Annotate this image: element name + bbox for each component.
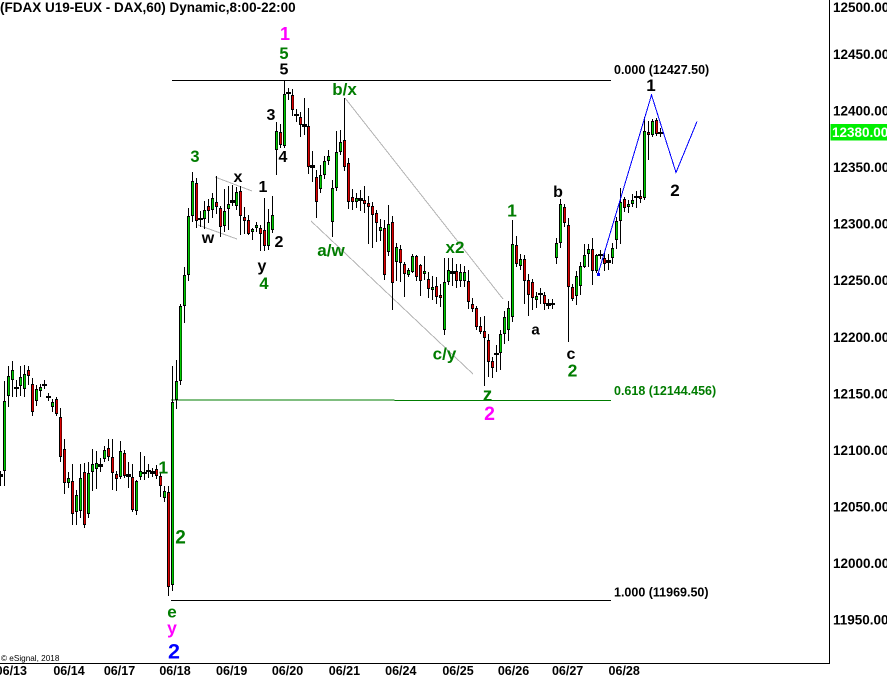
svg-text:1: 1 [259, 179, 268, 196]
svg-text:x2: x2 [446, 238, 465, 257]
svg-text:© eSignal, 2018: © eSignal, 2018 [1, 654, 60, 663]
svg-text:06/17: 06/17 [104, 664, 135, 678]
svg-text:b/x: b/x [332, 80, 357, 99]
svg-text:06/18: 06/18 [159, 664, 190, 678]
svg-text:06/21: 06/21 [329, 664, 360, 678]
svg-text:2: 2 [275, 234, 284, 251]
svg-text:12400.00: 12400.00 [833, 104, 887, 119]
svg-text:c: c [567, 346, 576, 363]
svg-text:3: 3 [267, 107, 276, 124]
svg-text:5: 5 [279, 45, 288, 63]
svg-text:06/20: 06/20 [272, 664, 303, 678]
svg-text:06/26: 06/26 [498, 664, 529, 678]
svg-text:0.618 (12144.456): 0.618 (12144.456) [614, 384, 716, 398]
svg-text:1: 1 [158, 458, 168, 478]
svg-text:12100.00: 12100.00 [833, 443, 887, 458]
svg-text:y: y [167, 618, 177, 638]
svg-text:1.000 (11969.50): 1.000 (11969.50) [614, 586, 709, 600]
svg-text:b: b [553, 184, 563, 201]
svg-text:2: 2 [670, 181, 679, 200]
svg-text:5: 5 [280, 62, 289, 79]
svg-text:12150.00: 12150.00 [833, 387, 887, 402]
svg-text:y: y [258, 258, 267, 275]
svg-text:2: 2 [175, 528, 186, 549]
svg-text:12380.00: 12380.00 [832, 125, 887, 140]
svg-text:(FDAX U19-EUX - DAX,60) Dynami: (FDAX U19-EUX - DAX,60) Dynamic,8:00-22:… [0, 0, 296, 15]
svg-text:12450.00: 12450.00 [833, 47, 887, 62]
svg-text:11950.00: 11950.00 [833, 613, 887, 628]
svg-text:1: 1 [507, 201, 517, 221]
svg-text:12300.00: 12300.00 [833, 217, 887, 232]
svg-text:a/w: a/w [317, 241, 345, 260]
svg-text:06/28: 06/28 [609, 664, 640, 678]
svg-text:2: 2 [168, 640, 180, 664]
svg-text:4: 4 [259, 275, 269, 293]
svg-text:12000.00: 12000.00 [833, 556, 887, 571]
svg-text:06/24: 06/24 [385, 664, 416, 678]
svg-text:a: a [531, 322, 540, 339]
svg-text:06/13: 06/13 [0, 664, 27, 678]
svg-text:4: 4 [279, 149, 288, 166]
svg-text:w: w [201, 230, 215, 247]
svg-text:06/27: 06/27 [552, 664, 583, 678]
svg-text:3: 3 [190, 148, 199, 166]
svg-text:x: x [234, 169, 243, 186]
svg-text:z: z [483, 385, 493, 406]
svg-text:12350.00: 12350.00 [833, 160, 887, 175]
svg-text:06/19: 06/19 [216, 664, 247, 678]
svg-text:12050.00: 12050.00 [833, 500, 887, 515]
svg-text:0.000 (12427.50): 0.000 (12427.50) [614, 63, 709, 77]
svg-text:06/14: 06/14 [53, 664, 84, 678]
svg-text:e: e [167, 603, 176, 622]
svg-text:12500.00: 12500.00 [833, 0, 887, 15]
svg-text:12200.00: 12200.00 [833, 330, 887, 345]
svg-text:12250.00: 12250.00 [833, 273, 887, 288]
svg-text:c/y: c/y [433, 345, 457, 364]
svg-text:1: 1 [280, 24, 290, 44]
svg-text:2: 2 [484, 403, 495, 425]
svg-text:06/25: 06/25 [442, 664, 473, 678]
svg-text:2: 2 [568, 361, 578, 381]
svg-text:1: 1 [646, 76, 655, 95]
